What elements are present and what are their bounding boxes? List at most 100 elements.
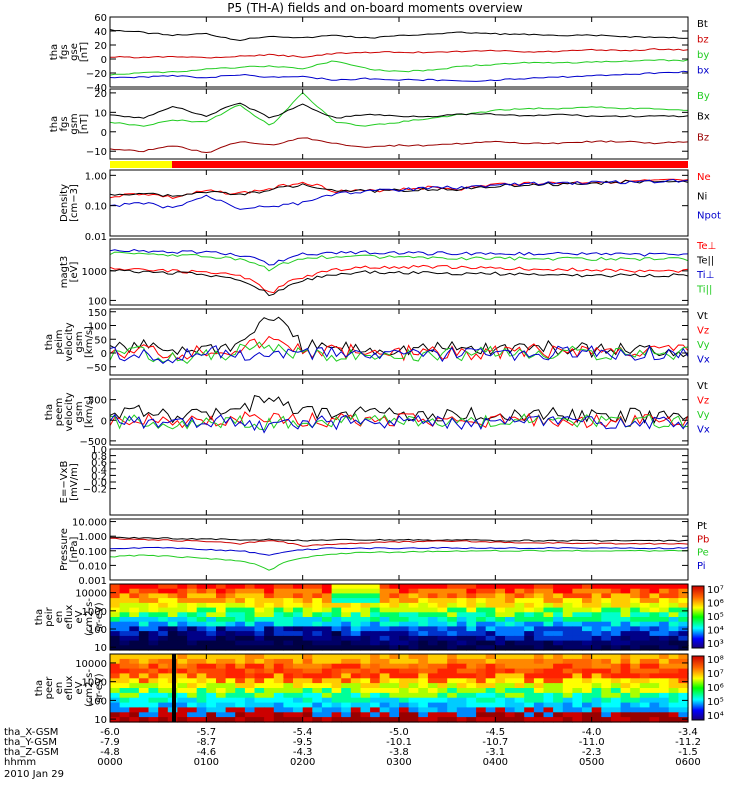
spectrogram-cell (350, 617, 361, 623)
spectrogram-cell (158, 668, 169, 675)
spectrogram-cell (129, 612, 140, 618)
spectrogram-cell (591, 612, 602, 618)
spectrogram-cell (543, 617, 554, 623)
spectrogram-cell (350, 593, 361, 599)
spectrogram-cell (302, 654, 313, 660)
y-tick-label: 20 (94, 41, 107, 52)
spectrogram-cell (110, 621, 121, 627)
spectrogram-cell (321, 707, 333, 713)
spectrogram-cell (350, 673, 361, 679)
spectrogram-cell (476, 692, 487, 699)
spectrogram-cell (514, 688, 525, 694)
x-row-label: tha_Z-GSM (4, 747, 59, 758)
spectrogram-cell (620, 645, 631, 651)
spectrogram-cell (659, 702, 670, 709)
spectrogram-cell (668, 626, 679, 632)
spectrogram-cell (187, 645, 198, 651)
spectrogram-cell (254, 607, 265, 613)
spectrogram-cell (119, 626, 130, 632)
spectrogram-cell (225, 654, 236, 660)
spectrogram-cell (177, 617, 188, 623)
spectrogram-cell (437, 697, 448, 704)
series-line-Pi (109, 546, 689, 556)
spectrogram-cell (678, 688, 689, 694)
spectrogram-cell (601, 645, 612, 651)
spectrogram-cell (399, 654, 410, 660)
spectrogram-cell (572, 635, 583, 642)
spectrogram-cell (649, 688, 660, 694)
spectrogram-cell (649, 640, 660, 646)
spectrogram-cell (485, 707, 496, 713)
spectrogram-cell (543, 702, 554, 709)
spectrogram-cell (331, 663, 342, 670)
spectrogram-cell (254, 673, 265, 679)
spectrogram-cell (187, 673, 198, 679)
spectrogram-cell (437, 602, 448, 609)
spectrogram-cell (138, 697, 150, 704)
spectrogram-cell (485, 688, 496, 694)
y-axis-label: fgs (59, 116, 70, 131)
spectrogram-cell (370, 673, 381, 679)
spectrogram-cell (456, 598, 467, 604)
spectrogram-cell (148, 678, 159, 684)
spectrogram-cell (524, 663, 535, 670)
spectrogram-cell (601, 712, 612, 718)
spectrogram-cell (437, 712, 448, 718)
spectrogram-cell (321, 658, 333, 665)
spectrogram-cell (312, 692, 323, 699)
spectrogram-cell (582, 692, 593, 699)
spectrogram-cell (283, 683, 294, 689)
spectrogram-cell (456, 702, 467, 709)
series-line-Pe (109, 549, 689, 571)
y-tick-label: 10000 (75, 659, 107, 670)
spectrogram-cell (389, 683, 400, 689)
spectrogram-cell (582, 598, 593, 604)
spectrogram-cell (495, 626, 506, 632)
spectrogram-cell (302, 588, 313, 594)
spectrogram-cell (177, 626, 188, 632)
colorbar-tick-label: 10⁷ (707, 585, 724, 596)
spectrogram-cell (216, 617, 227, 623)
spectrogram-cell (630, 673, 641, 679)
y-tick-label: 0.2 (91, 471, 107, 482)
spectrogram-cell (418, 598, 429, 604)
spectrogram-cell (447, 593, 458, 599)
spectrogram-cell (562, 683, 573, 689)
legend-label: bz (697, 35, 709, 46)
spectrogram-cell (389, 712, 400, 718)
spectrogram-cell (562, 707, 573, 713)
spectrogram-cell (668, 631, 679, 637)
spectrogram-cell (639, 678, 650, 684)
spectrogram-cell (225, 707, 236, 713)
spectrogram-cell (148, 654, 159, 660)
spectrogram-cell (466, 593, 477, 599)
spectrogram-cell (437, 673, 448, 679)
spectrogram-cell (244, 717, 256, 723)
spectrogram-cell (418, 688, 429, 694)
y-axis-label: tha (44, 404, 55, 420)
spectrogram-cell (148, 683, 159, 689)
spectrogram-cell (293, 640, 304, 646)
spectrogram-cell (350, 683, 361, 689)
spectrogram-cell (399, 635, 410, 642)
spectrogram-cell (331, 692, 342, 699)
panel-frame (109, 448, 689, 516)
spectrogram-cell (533, 602, 545, 609)
spectrogram-cell (302, 645, 313, 651)
spectrogram-cell (138, 593, 150, 599)
spectrogram-cell (389, 588, 400, 594)
spectrogram-cell (678, 673, 689, 679)
spectrogram-cell (244, 658, 256, 665)
series-line-Te⊥ (109, 264, 689, 294)
spectrogram-cell (350, 678, 361, 684)
spectrogram-cell (302, 678, 313, 684)
spectrogram-cell (678, 692, 689, 699)
spectrogram-cell (495, 683, 506, 689)
spectrogram-cell (350, 598, 361, 604)
spectrogram-cell (668, 668, 679, 675)
spectrogram-cell (129, 688, 140, 694)
spectrogram-cell (331, 593, 342, 599)
spectrogram-cell (283, 598, 294, 604)
spectrogram-cell (456, 588, 467, 594)
spectrogram-cell (302, 602, 313, 609)
